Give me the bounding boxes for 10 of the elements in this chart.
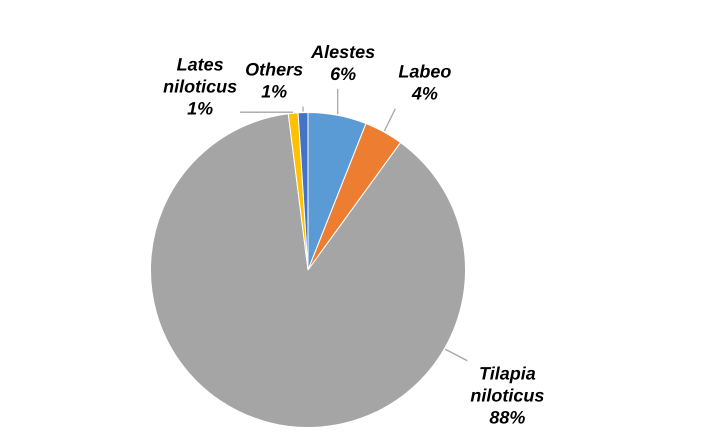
slice-label: Tilapia niloticus	[470, 364, 544, 406]
data-label: 1%	[187, 98, 214, 118]
slice-label: Alestes	[310, 42, 376, 62]
data-label: 88%	[489, 408, 526, 428]
slice-label: Others	[245, 60, 304, 80]
data-label: 4%	[410, 84, 438, 104]
data-label: 1%	[261, 82, 288, 102]
data-label: 6%	[330, 64, 356, 84]
slice-label: Labeo	[398, 62, 452, 82]
slice-label: Lates niloticus	[163, 54, 238, 96]
